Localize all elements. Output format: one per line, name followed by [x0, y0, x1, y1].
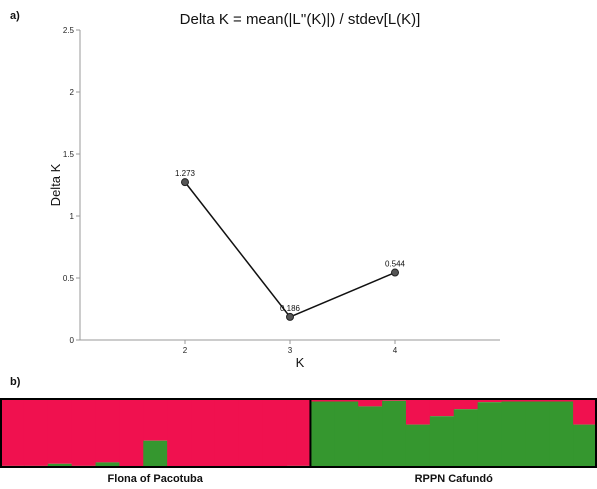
x-tick-label: 2 — [183, 346, 188, 355]
structure-bar-segment — [429, 398, 455, 417]
y-tick-label: 0.5 — [63, 274, 75, 283]
y-axis-label: Delta K — [48, 163, 63, 206]
structure-bar-segment — [95, 462, 120, 468]
structure-bar-segment — [334, 401, 359, 468]
delta-k-chart: Delta K = mean(|L''(K)|) / stdev[L(K)] D… — [48, 11, 500, 370]
structure-bar-plot — [0, 398, 597, 468]
structure-bar-segment — [453, 409, 479, 468]
y-tick-label: 2.5 — [63, 26, 75, 35]
structure-bar-segment — [382, 400, 407, 468]
data-label: 0.186 — [280, 304, 301, 313]
structure-bar-segment — [405, 398, 431, 425]
y-tick-label: 2 — [70, 88, 75, 97]
y-tick-label: 1.5 — [63, 150, 75, 159]
structure-bar-segment — [405, 424, 431, 468]
structure-bar-segment — [477, 402, 503, 468]
panel-b-label: b) — [10, 376, 21, 388]
structure-bar-segment — [0, 398, 25, 466]
structure-bar-segment — [310, 401, 335, 468]
structure-bar-segment — [167, 398, 192, 467]
structure-bar-segment — [549, 401, 574, 468]
data-point — [391, 268, 399, 277]
structure-bar-segment — [358, 406, 383, 468]
structure-bar-segment — [429, 416, 455, 468]
structure-bar-segment — [71, 398, 97, 466]
structure-bar-segment — [119, 398, 144, 468]
structure-bar-segment — [214, 398, 240, 467]
y-tick-label: 1 — [70, 212, 75, 221]
structure-bar-segment — [143, 398, 168, 441]
data-point — [181, 178, 189, 187]
series-line — [184, 181, 396, 318]
population-label-rppn: RPPN Cafundó — [414, 473, 493, 485]
data-point — [286, 312, 294, 321]
structure-bar-segment — [525, 401, 550, 468]
structure-bar-segment — [453, 398, 479, 410]
structure-bar-segment — [23, 398, 49, 466]
chart-title: Delta K = mean(|L''(K)|) / stdev[L(K)] — [180, 11, 421, 28]
structure-bar-segment — [191, 398, 216, 467]
x-tick-label: 4 — [393, 346, 398, 355]
panel-a-label: a) — [10, 10, 20, 22]
structure-bar-segment — [238, 398, 264, 467]
y-tick-label: 0 — [70, 336, 75, 345]
x-tick-label: 3 — [288, 346, 293, 355]
structure-bar-segment — [573, 424, 597, 468]
structure-bar-segment — [358, 398, 383, 407]
structure-plot-frame — [0, 398, 597, 468]
structure-bar-segment — [143, 440, 168, 468]
structure-bar-segment — [47, 463, 73, 468]
structure-bar-segment — [47, 398, 73, 464]
population-label-flona: Flona of Pacotuba — [107, 473, 203, 485]
data-label: 0.544 — [385, 260, 406, 269]
structure-bar-segment — [501, 401, 526, 468]
structure-bar-segment — [573, 398, 597, 425]
data-label: 1.273 — [175, 169, 196, 178]
structure-bar-segment — [477, 398, 503, 403]
structure-bar-segment — [262, 398, 288, 467]
structure-bar-segment — [95, 398, 120, 463]
x-axis-label: K — [296, 355, 305, 370]
structure-bar-segment — [286, 398, 312, 466]
